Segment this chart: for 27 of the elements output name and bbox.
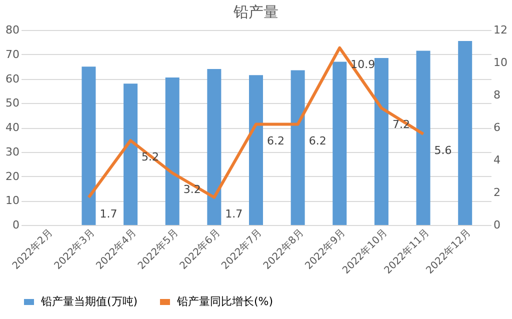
y-tick-label: 70 [6,48,20,61]
y-tick-label: 0 [12,218,20,232]
data-label: 3.2 [183,183,201,196]
chart-title: 铅产量 [232,3,278,21]
data-label: 1.7 [100,207,118,220]
y-tick-label: 10 [6,194,20,208]
data-label: 6.2 [267,134,284,148]
y-tick-label: 30 [6,145,20,158]
y2-tick-label: 0 [494,218,500,232]
y-tick-label: 40 [6,121,20,134]
y-tick-label: 20 [6,170,20,183]
legend-label: 铅产量当期值(万吨) [40,295,138,308]
y2-tick-label: 2 [494,186,500,199]
data-label: 7.2 [392,118,410,131]
y2-tick-label: 10 [494,56,508,69]
y-tick-label: 50 [6,96,20,110]
y-tick-label: 60 [6,72,20,86]
y2-tick-label: 8 [494,88,500,102]
y2-tick-label: 4 [494,154,500,166]
legend-label: 铅产量同比增长(%) [176,295,274,308]
data-label: 6.2 [308,134,326,148]
y2-tick-label: 12 [494,24,508,36]
data-label: 5.6 [434,144,452,157]
y-tick-label: 80 [6,24,20,36]
line-series [87,46,425,199]
y2-tick-label: 6 [494,121,500,134]
data-label: 1.7 [225,207,243,220]
